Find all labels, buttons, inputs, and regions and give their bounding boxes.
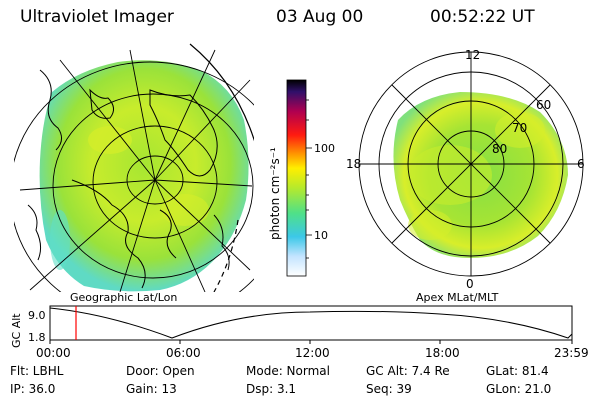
left-panel-label: Geographic Lat/Lon — [70, 291, 177, 304]
lon-grid — [19, 49, 253, 292]
info-glat: GLat: 81.4 — [486, 364, 549, 378]
info-door: Door: Open — [126, 364, 195, 378]
terminator — [189, 43, 254, 292]
instrument-title: Ultraviolet Imager — [20, 7, 174, 27]
info-mode: Mode: Normal — [246, 364, 330, 378]
colorbar — [286, 79, 307, 277]
info-flt: Flt: LBHL — [10, 364, 64, 378]
altitude-curve — [49, 307, 573, 339]
timeline-ytick-9: 9.0 — [28, 309, 46, 322]
mlt-label-0: 0 — [466, 277, 474, 291]
time-label: 00:52:22 UT — [430, 7, 535, 27]
mlt-label-12: 12 — [465, 48, 480, 62]
timeline-xtick-1800: 18:00 — [425, 346, 460, 360]
mlat-label-70: 70 — [512, 121, 527, 135]
colorbar-tick-10: 10 — [314, 229, 328, 242]
info-ip: IP: 36.0 — [10, 382, 56, 396]
mlt-label-18: 18 — [346, 157, 361, 171]
colorbar-ticks — [306, 99, 312, 259]
timeline-ytick-1: 1.8 — [28, 331, 46, 344]
lat-grid — [14, 61, 254, 292]
date-label: 03 Aug 00 — [276, 7, 364, 27]
info-seq: Seq: 39 — [366, 382, 412, 396]
timeline-xtick-2359: 23:59 — [554, 346, 589, 360]
timeline-xtick-0600: 06:00 — [166, 346, 201, 360]
timeline-ylabel: GC Alt — [10, 313, 23, 348]
info-dsp: Dsp: 3.1 — [246, 382, 297, 396]
colorbar-unit-label: photon cm⁻²s⁻¹ — [268, 147, 282, 240]
info-gc-alt: GC Alt: 7.4 Re — [366, 364, 450, 378]
altitude-timeline — [49, 305, 573, 344]
right-panel-label: Apex MLat/MLT — [416, 291, 499, 304]
mlt-label-6: 6 — [577, 157, 585, 171]
geographic-map — [14, 43, 254, 292]
colorbar-tick-100: 100 — [314, 142, 335, 155]
timeline-xtick-0000: 00:00 — [36, 346, 71, 360]
mlat-label-80: 80 — [492, 142, 507, 156]
info-glon: GLon: 21.0 — [486, 382, 552, 396]
timeline-xtick-1200: 12:00 — [295, 346, 330, 360]
apex-map — [358, 51, 584, 277]
info-gain: Gain: 13 — [126, 382, 177, 396]
coastlines — [27, 69, 230, 289]
aurora-image-left — [39, 60, 249, 292]
mlat-label-60: 60 — [536, 98, 551, 112]
